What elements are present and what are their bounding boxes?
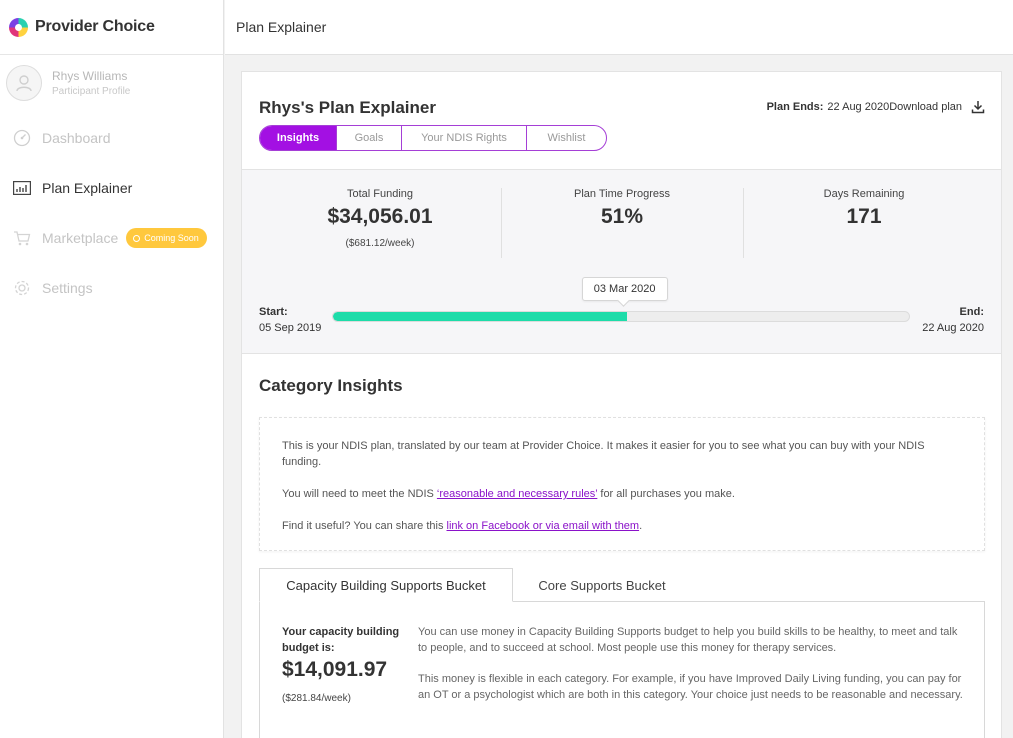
badge-label: Coming Soon <box>144 233 199 243</box>
tab-ndis-rights[interactable]: Your NDIS Rights <box>401 126 526 150</box>
budget-sub: ($281.84/week) <box>282 693 351 704</box>
timeline-end: End: 22 Aug 2020 <box>922 304 984 336</box>
top-bar: Plan Explainer <box>225 0 1013 55</box>
days-remaining-stat: Days Remaining 171 <box>743 188 985 229</box>
dashboard-icon <box>12 128 32 148</box>
tab-goals[interactable]: Goals <box>336 126 401 150</box>
download-icon <box>971 101 985 114</box>
profile-subtitle: Participant Profile <box>52 86 131 97</box>
info-text: You will need to meet the NDIS ‘reasonab… <box>282 488 735 500</box>
download-plan-button[interactable]: Download plan <box>889 100 985 114</box>
start-label: Start: <box>259 306 288 318</box>
card-header: Rhys's Plan Explainer Plan Ends: 22 Aug … <box>242 72 1001 170</box>
sidebar-item-settings[interactable]: Settings <box>0 263 223 313</box>
divider <box>501 188 502 258</box>
plan-ends: Plan Ends: 22 Aug 2020 Download plan <box>767 100 985 114</box>
plan-card: Rhys's Plan Explainer Plan Ends: 22 Aug … <box>241 71 1002 738</box>
page-title: Plan Explainer <box>236 19 327 35</box>
today-tooltip: 03 Mar 2020 <box>581 277 668 301</box>
budget-description: You can use money in Capacity Building S… <box>418 624 963 718</box>
sidebar-item-label: Dashboard <box>42 130 111 146</box>
plan-ends-value: 22 Aug 2020 <box>827 101 890 113</box>
share-link[interactable]: link on Facebook or via email with them <box>446 520 640 532</box>
avatar-icon <box>6 65 42 101</box>
sidebar-item-plan-explainer[interactable]: Plan Explainer <box>0 163 223 213</box>
plan-title: Rhys's Plan Explainer <box>259 98 436 117</box>
start-date: 05 Sep 2019 <box>259 322 322 334</box>
profile-name: Rhys Williams <box>52 69 128 83</box>
cart-icon <box>12 228 32 248</box>
category-insights-title: Category Insights <box>259 376 403 395</box>
plan-progress-bar <box>332 311 910 322</box>
stat-sub: ($681.12/week) <box>345 238 415 249</box>
end-label: End: <box>959 306 984 318</box>
info-box: This is your NDIS plan, translated by ou… <box>259 417 985 551</box>
end-date: 22 Aug 2020 <box>922 322 984 334</box>
stats-panel: Total Funding $34,056.01 ($681.12/week) … <box>242 170 1001 354</box>
stat-value: 51% <box>600 205 644 228</box>
coming-soon-badge: Coming Soon <box>126 228 207 248</box>
sidebar-item-dashboard[interactable]: Dashboard <box>0 113 223 163</box>
chart-icon <box>12 178 32 198</box>
time-progress-stat: Plan Time Progress 51% <box>501 188 743 229</box>
clock-icon <box>133 234 141 242</box>
info-text: This is your NDIS plan, translated by ou… <box>282 440 925 468</box>
timeline-start: Start: 05 Sep 2019 <box>259 304 321 336</box>
profile[interactable]: Rhys Williams Participant Profile <box>0 55 223 113</box>
tab-core-supports[interactable]: Core Supports Bucket <box>538 577 666 593</box>
budget-value: $14,091.97 <box>282 658 388 681</box>
today-date: 03 Mar 2020 <box>593 283 656 295</box>
sidebar: Provider Choice Rhys Williams Participan… <box>0 0 224 738</box>
stat-value: 171 <box>846 205 882 228</box>
logo[interactable]: Provider Choice <box>0 0 223 55</box>
progress-fill <box>333 312 627 321</box>
stat-label: Total Funding <box>346 188 414 200</box>
plan-tabs: Insights Goals Your NDIS Rights Wishlist <box>259 125 607 151</box>
tab-capacity-building[interactable]: Capacity Building Supports Bucket <box>259 568 513 602</box>
sidebar-item-label: Marketplace <box>42 230 119 246</box>
bucket-tabs: Capacity Building Supports Bucket Core S… <box>259 568 985 602</box>
logo-icon <box>9 17 28 37</box>
divider <box>743 188 744 258</box>
budget-label: Your capacity building budget is: <box>282 626 400 654</box>
sidebar-item-marketplace[interactable]: Marketplace Coming Soon <box>0 213 223 263</box>
stat-label: Days Remaining <box>823 188 905 200</box>
sidebar-item-label: Plan Explainer <box>42 180 133 196</box>
app-name: Provider Choice <box>35 18 155 35</box>
stat-label: Plan Time Progress <box>574 188 670 200</box>
budget-desc-text: This money is flexible in each category.… <box>418 673 963 701</box>
tab-wishlist[interactable]: Wishlist <box>526 126 606 150</box>
bucket-panel: Your capacity building budget is: $14,09… <box>259 602 985 738</box>
budget-desc-text: You can use money in Capacity Building S… <box>418 626 958 654</box>
total-funding-stat: Total Funding $34,056.01 ($681.12/week) <box>259 188 501 249</box>
sidebar-item-label: Settings <box>42 280 93 296</box>
tab-insights[interactable]: Insights <box>260 126 336 150</box>
info-text: Find it useful? You can share this link … <box>282 520 643 532</box>
stat-value: $34,056.01 <box>327 205 433 228</box>
plan-ends-label: Plan Ends: <box>766 101 824 113</box>
reasonable-necessary-link[interactable]: ‘reasonable and necessary rules’ <box>436 488 598 500</box>
download-label: Download plan <box>889 101 962 113</box>
gear-icon <box>12 278 32 298</box>
